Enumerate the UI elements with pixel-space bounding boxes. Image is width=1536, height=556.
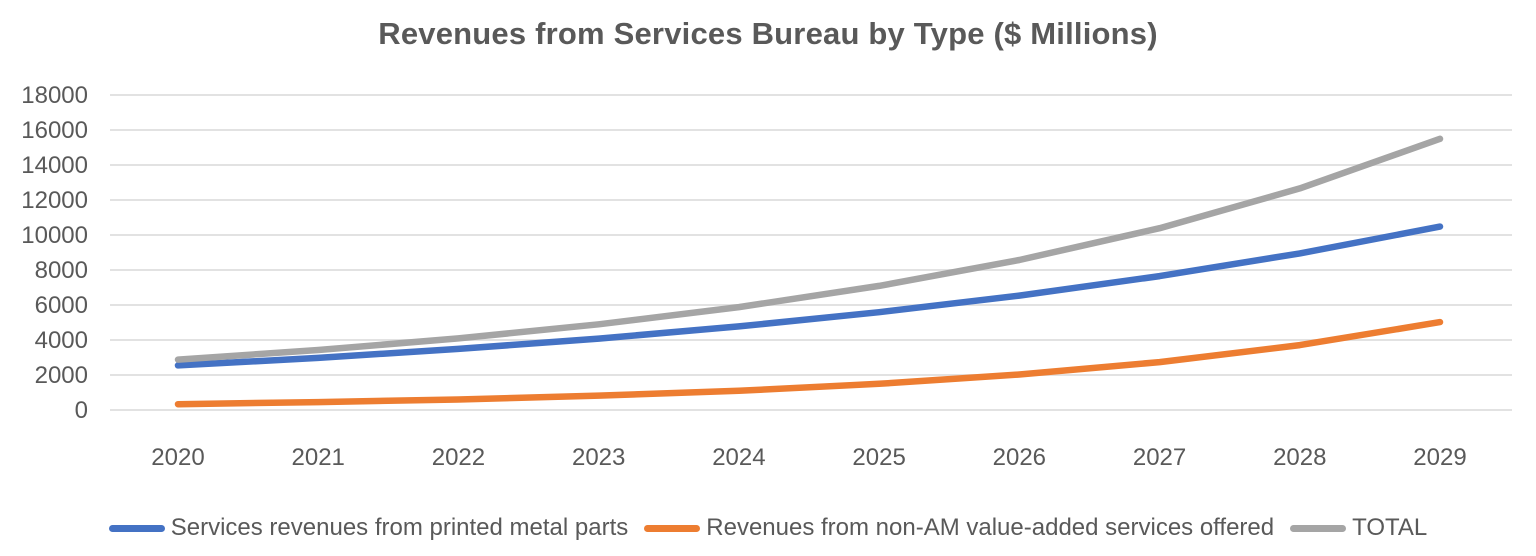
x-tick-label: 2028 xyxy=(1273,444,1326,471)
x-tick-label: 2022 xyxy=(432,444,485,471)
y-tick-label: 8000 xyxy=(35,257,88,284)
x-tick-label: 2026 xyxy=(993,444,1046,471)
y-tick-label: 6000 xyxy=(35,292,88,319)
series-line-0 xyxy=(174,223,1444,369)
x-tick-label: 2025 xyxy=(852,444,905,471)
y-tick-label: 4000 xyxy=(35,327,88,354)
y-tick-label: 10000 xyxy=(21,222,88,249)
x-tick-label: 2023 xyxy=(572,444,625,471)
legend-item-non-am-services: Revenues from non-AM value-added service… xyxy=(644,514,1274,542)
legend-item-total: TOTAL xyxy=(1290,514,1427,542)
x-tick-label: 2029 xyxy=(1413,444,1466,471)
x-tick-label: 2020 xyxy=(151,444,204,471)
legend-item-printed-metal-parts: Services revenues from printed metal par… xyxy=(108,514,629,542)
legend-swatch-orange-line-icon xyxy=(644,524,701,532)
legend-label: Revenues from non-AM value-added service… xyxy=(706,514,1275,541)
y-tick-label: 18000 xyxy=(21,82,88,109)
chart-title: Revenues from Services Bureau by Type ($… xyxy=(378,16,1158,51)
legend-label: Services revenues from printed metal par… xyxy=(170,514,629,541)
y-tick-label: 2000 xyxy=(35,362,88,389)
y-tick-label: 14000 xyxy=(21,152,88,179)
x-tick-label: 2024 xyxy=(712,444,765,471)
legend-swatch-gray-line-icon xyxy=(1290,524,1347,532)
y-tick-label: 0 xyxy=(75,397,88,424)
x-tick-label: 2027 xyxy=(1133,444,1186,471)
x-tick-label: 2021 xyxy=(292,444,345,471)
series-line-1 xyxy=(174,318,1444,408)
series-line-2 xyxy=(174,135,1444,363)
legend-label: TOTAL xyxy=(1352,514,1428,541)
y-tick-label: 12000 xyxy=(21,187,88,214)
y-tick-label: 16000 xyxy=(21,117,88,144)
legend: Services revenues from printed metal par… xyxy=(0,514,1536,542)
legend-swatch-blue-line-icon xyxy=(108,524,165,532)
